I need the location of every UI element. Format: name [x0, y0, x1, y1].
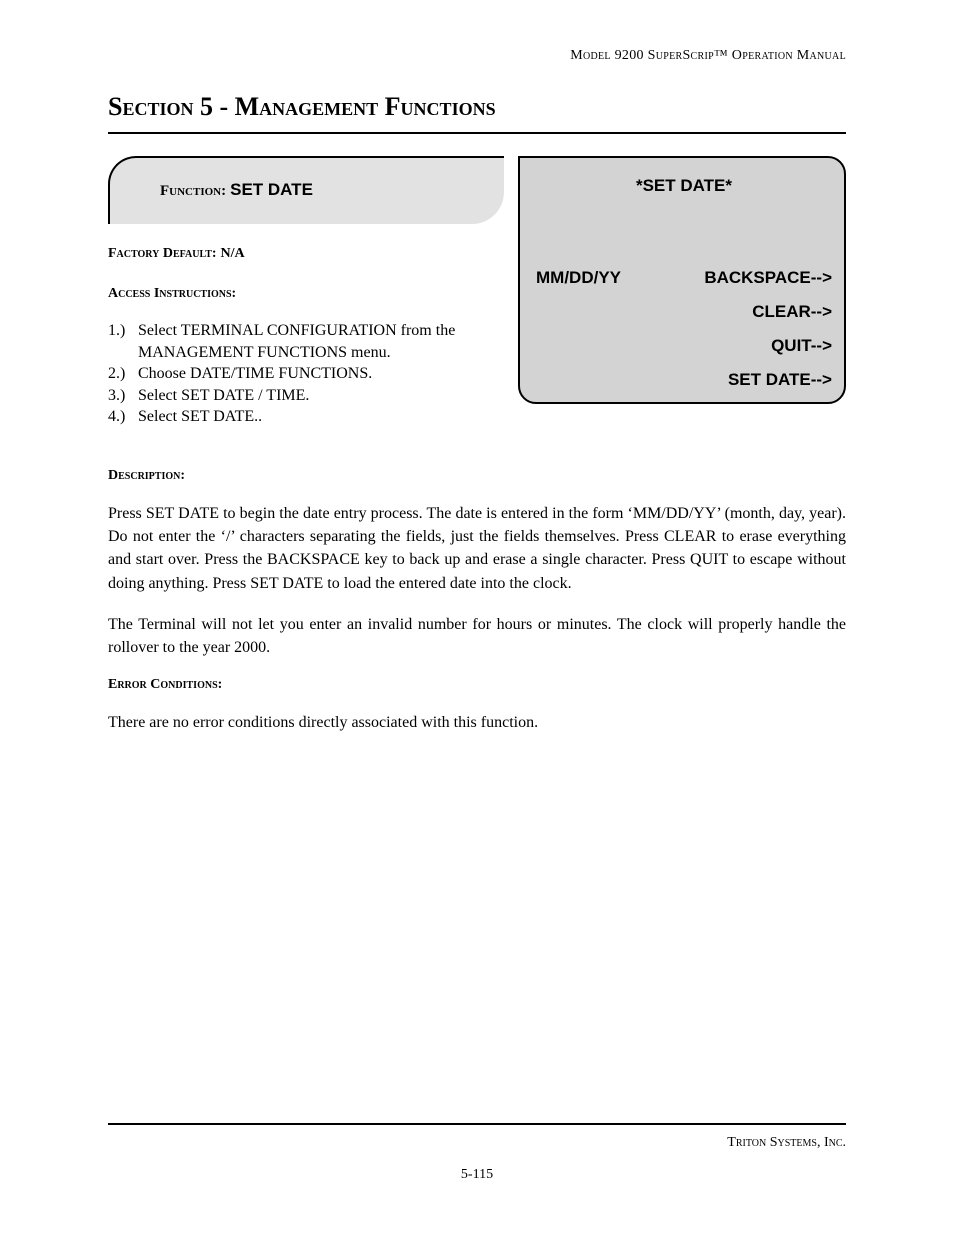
description-paragraph: The Terminal will not let you enter an i… [108, 613, 846, 659]
list-text: Choose DATE/TIME FUNCTIONS. [138, 363, 518, 385]
description-block: Description: Press SET DATE to begin the… [108, 468, 846, 734]
list-num: 4.) [108, 406, 138, 428]
terminal-screen: *SET DATE* MM/DD/YY BACKSPACE--> CLEAR--… [518, 156, 846, 404]
function-label: Function: [160, 183, 226, 199]
screen-button-quit: QUIT--> [621, 336, 832, 356]
footer-divider [108, 1123, 846, 1125]
page-footer: Triton Systems, Inc. 5-115 [108, 1123, 846, 1183]
factory-default-value: N/A [221, 246, 245, 261]
list-text: Select SET DATE / TIME. [138, 385, 518, 407]
function-block: Function: SET DATE *SET DATE* MM/DD/YY B… [108, 156, 846, 446]
factory-default-label: Factory Default: [108, 246, 217, 261]
access-instructions-label: Access Instructions: [108, 286, 518, 302]
running-header: Model 9200 SuperScrip™ Operation Manual [108, 48, 846, 64]
description-label: Description: [108, 468, 846, 484]
footer-company: Triton Systems, Inc. [108, 1135, 846, 1151]
list-num: 1.) [108, 320, 138, 363]
list-item: 2.) Choose DATE/TIME FUNCTIONS. [108, 363, 518, 385]
screen-title: *SET DATE* [536, 176, 832, 196]
access-instructions-list: 1.) Select TERMINAL CONFIGURATION from t… [108, 320, 518, 428]
list-item: 4.) Select SET DATE.. [108, 406, 518, 428]
list-text: Select SET DATE.. [138, 406, 518, 428]
screen-date-format: MM/DD/YY [536, 268, 621, 288]
section-divider [108, 132, 846, 134]
list-item: 3.) Select SET DATE / TIME. [108, 385, 518, 407]
error-conditions-text: There are no error conditions directly a… [108, 711, 846, 734]
screen-buttons: BACKSPACE--> CLEAR--> QUIT--> SET DATE--… [621, 268, 832, 390]
error-conditions-label: Error Conditions: [108, 677, 846, 693]
screen-button-backspace: BACKSPACE--> [621, 268, 832, 288]
function-value: SET DATE [230, 180, 313, 199]
list-text: Select TERMINAL CONFIGURATION from the M… [138, 320, 518, 363]
screen-button-setdate: SET DATE--> [621, 370, 832, 390]
list-num: 2.) [108, 363, 138, 385]
list-item: 1.) Select TERMINAL CONFIGURATION from t… [108, 320, 518, 363]
body-left: Factory Default: N/A Access Instructions… [108, 244, 518, 428]
screen-button-clear: CLEAR--> [621, 302, 832, 322]
function-tab: Function: SET DATE [108, 156, 504, 224]
description-paragraph: Press SET DATE to begin the date entry p… [108, 502, 846, 595]
list-num: 3.) [108, 385, 138, 407]
footer-page-number: 5-115 [108, 1167, 846, 1183]
section-title: Section 5 - Management Functions [108, 92, 846, 122]
